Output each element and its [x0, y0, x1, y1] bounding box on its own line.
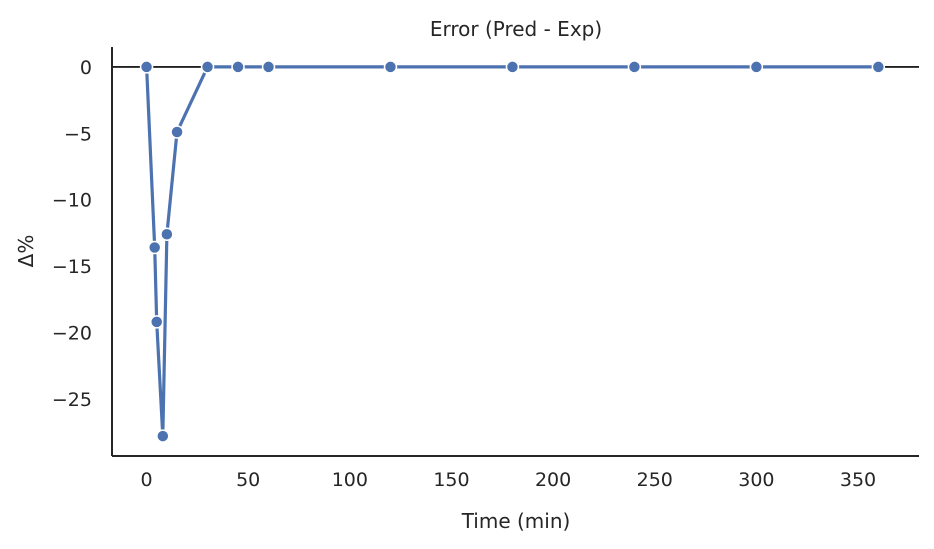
data-point [147, 240, 162, 255]
x-tick-label: 150 [433, 469, 469, 491]
data-point [170, 125, 184, 139]
y-tick-label: −5 [64, 123, 92, 145]
data-point [156, 429, 170, 443]
y-tick-label: −20 [52, 323, 92, 345]
data-point [383, 60, 398, 74]
data-point [627, 60, 642, 74]
x-tick-label: 50 [236, 469, 260, 491]
data-point [139, 60, 154, 74]
x-tick-label: 0 [141, 469, 153, 491]
x-tick-label: 250 [637, 469, 673, 491]
y-tick-label: −25 [52, 389, 92, 411]
data-point [200, 60, 215, 74]
series-line [145, 65, 880, 438]
data-point [871, 60, 886, 74]
data-point [231, 60, 245, 74]
data-point [505, 60, 520, 74]
data-point [160, 227, 174, 241]
y-tick-label: −10 [52, 190, 92, 212]
chart-title: Error (Pred - Exp) [430, 17, 602, 41]
y-tick-label: 0 [80, 57, 92, 79]
x-tick-label: 100 [332, 469, 368, 491]
data-point [749, 60, 764, 74]
y-tick-label: −15 [52, 256, 92, 278]
x-tick-label: 350 [840, 469, 876, 491]
plot-area: 0 50 100 150 200 250 300 350 0 −5 −10 −15 −20 −25 [52, 47, 919, 491]
x-tick-label: 200 [535, 469, 571, 491]
x-tick-label: 300 [738, 469, 774, 491]
data-point [149, 315, 164, 329]
x-axis-label: Time (min) [461, 509, 571, 533]
data-point [261, 60, 276, 74]
y-axis-label: Δ% [14, 235, 38, 268]
